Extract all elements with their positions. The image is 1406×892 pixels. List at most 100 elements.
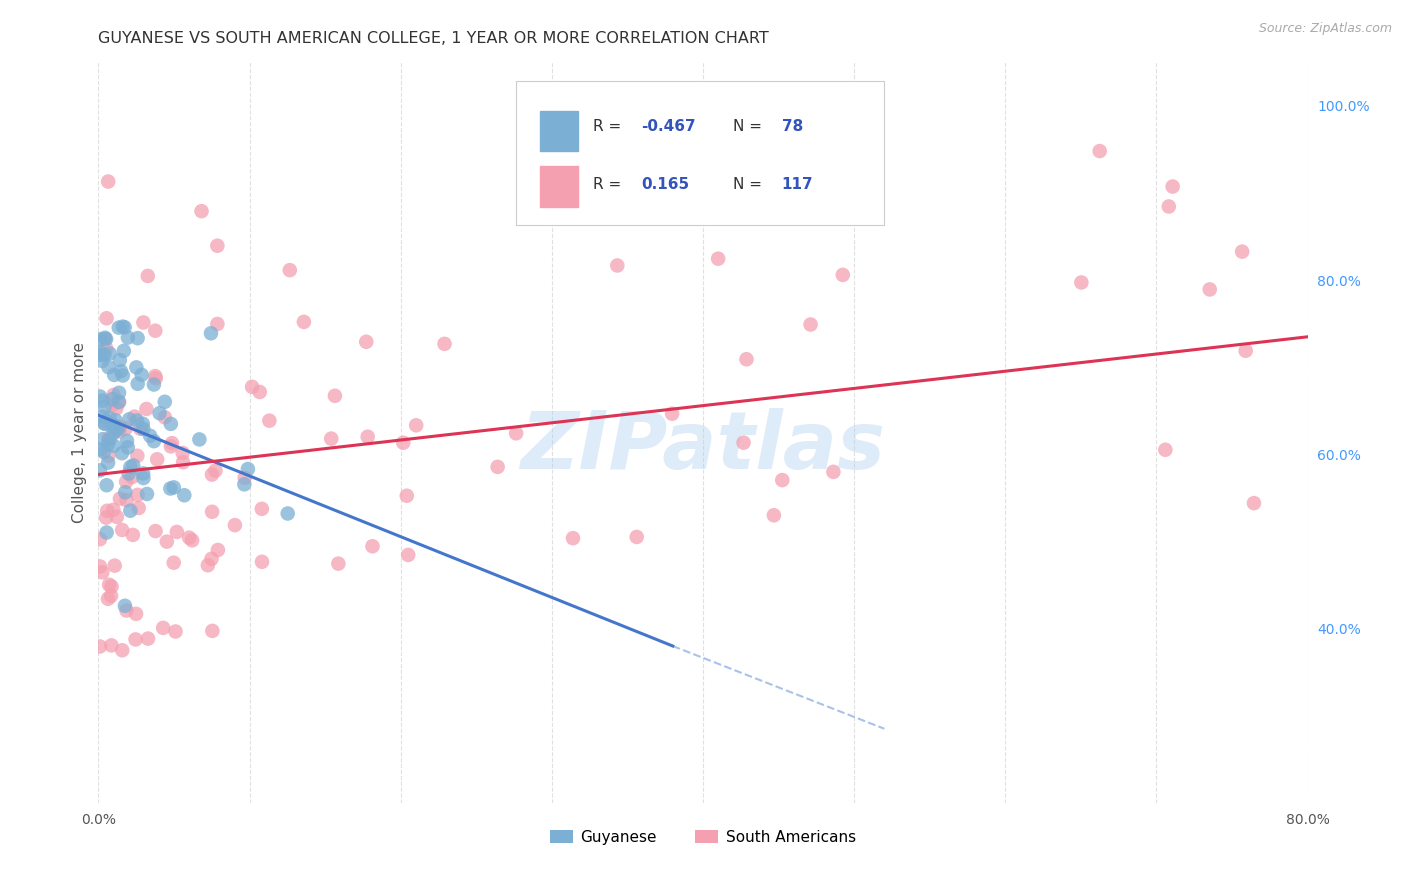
Text: R =: R = [593,178,626,192]
FancyBboxPatch shape [516,81,884,226]
Point [94,510,117,524]
Point [96,311,118,326]
Point [127,331,149,345]
Point [89,640,111,654]
Point [277,507,299,521]
Point [201,467,224,482]
Point [770,473,793,487]
Point [163,480,186,494]
Point [132,417,155,431]
Point [117,441,139,455]
Point [136,487,159,501]
Point [97,437,120,451]
Point [152,621,174,635]
Point [89,442,111,457]
Point [160,439,183,453]
Point [114,599,136,613]
Bar [540,166,578,207]
Point [159,482,181,496]
Point [111,319,134,334]
Point [96,414,118,428]
Point [321,432,343,446]
Point [103,439,125,453]
Point [97,175,120,189]
Point [89,344,111,359]
Point [97,449,120,463]
Point [127,413,149,427]
Point [800,318,823,332]
Point [107,422,129,436]
Point [114,485,136,500]
Text: ZIPatlas: ZIPatlas [520,409,886,486]
Point [207,238,229,252]
Point [96,504,118,518]
Point [132,471,155,485]
Point [240,380,263,394]
Point [118,412,141,426]
Point [89,390,111,404]
Text: 0.165: 0.165 [641,178,689,192]
Point [103,418,125,433]
Point [361,539,384,553]
Point [103,503,125,517]
Point [103,368,125,382]
Point [163,556,186,570]
Point [94,331,117,345]
Point [93,400,115,414]
Point [1088,144,1111,158]
Point [733,435,755,450]
Point [233,477,256,491]
Point [121,528,143,542]
Point [139,429,162,443]
Point [160,436,183,450]
Point [103,426,125,441]
Point [197,558,219,573]
Point [127,488,149,502]
Point [122,458,145,473]
Point [127,449,149,463]
Point [143,324,166,338]
Point [110,364,132,378]
Point [111,368,134,383]
Point [115,493,138,508]
Point [108,385,131,400]
Point [108,395,131,409]
Point [108,424,131,438]
Point [357,430,380,444]
Point [135,401,157,416]
Point [207,543,229,558]
Point [354,334,377,349]
Point [93,445,115,459]
Point [142,377,165,392]
Point [249,384,271,399]
Point [200,326,222,341]
Point [153,410,176,425]
Point [395,489,418,503]
Text: Source: ZipAtlas.com: Source: ZipAtlas.com [1258,22,1392,36]
Point [108,353,131,368]
Point [143,369,166,384]
Point [250,501,273,516]
Point [101,398,124,412]
Point [115,603,138,617]
Point [392,435,415,450]
Point [823,465,845,479]
Point [132,316,155,330]
Point [132,467,155,481]
Point [166,524,188,539]
Point [104,558,127,573]
Point [153,394,176,409]
Point [128,501,150,516]
Point [100,589,122,603]
Text: -0.467: -0.467 [641,120,696,135]
Point [115,475,138,489]
Point [98,411,121,425]
Point [118,467,141,481]
Point [91,409,114,424]
Point [97,360,120,375]
Point [96,478,118,492]
Point [762,508,785,523]
Point [104,413,127,427]
Point [172,446,194,460]
Point [1230,244,1253,259]
